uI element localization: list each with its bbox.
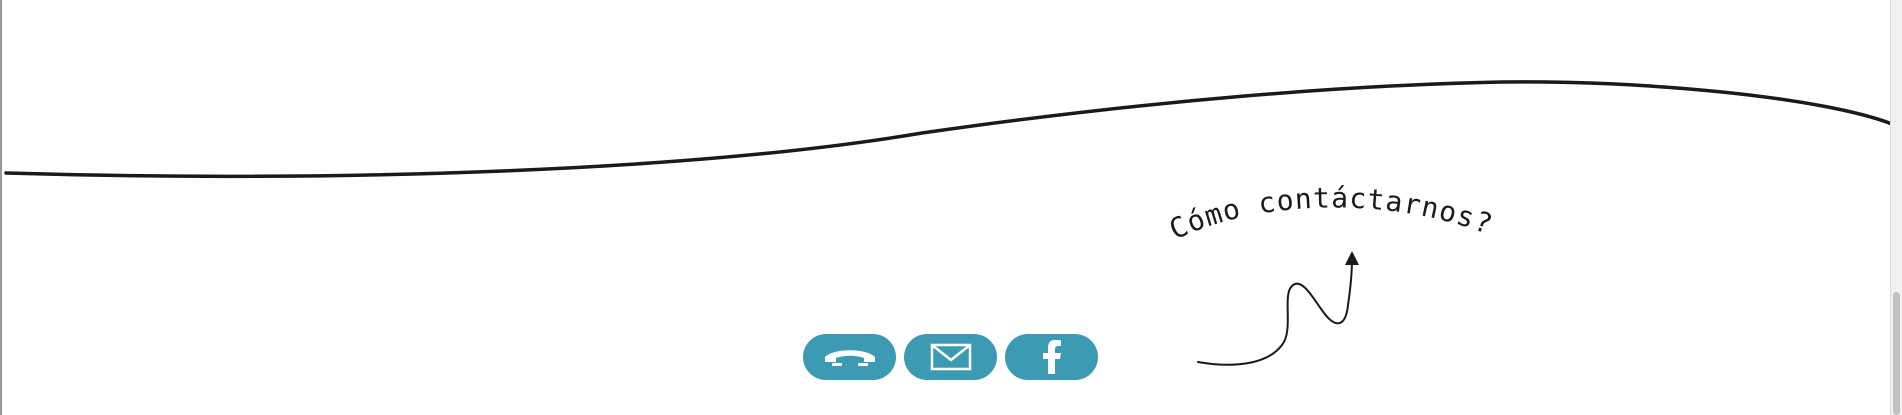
scrollbar-thumb[interactable] — [1893, 292, 1900, 415]
phone-button[interactable] — [803, 334, 896, 380]
contact-heading-text: Cómo contáctarnos? — [1164, 181, 1496, 246]
facebook-button[interactable] — [1005, 334, 1098, 380]
contact-heading: Cómo contáctarnos? — [1164, 181, 1497, 246]
contact-buttons — [803, 334, 1098, 380]
envelope-icon — [930, 343, 971, 371]
facebook-f-icon — [1042, 340, 1061, 374]
phone-handset-icon — [824, 350, 875, 366]
vertical-scrollbar[interactable] — [1890, 0, 1902, 415]
wave-divider — [4, 80, 1894, 178]
email-button[interactable] — [904, 334, 997, 380]
svg-text:Cómo contáctarnos?: Cómo contáctarnos? — [1164, 181, 1497, 246]
